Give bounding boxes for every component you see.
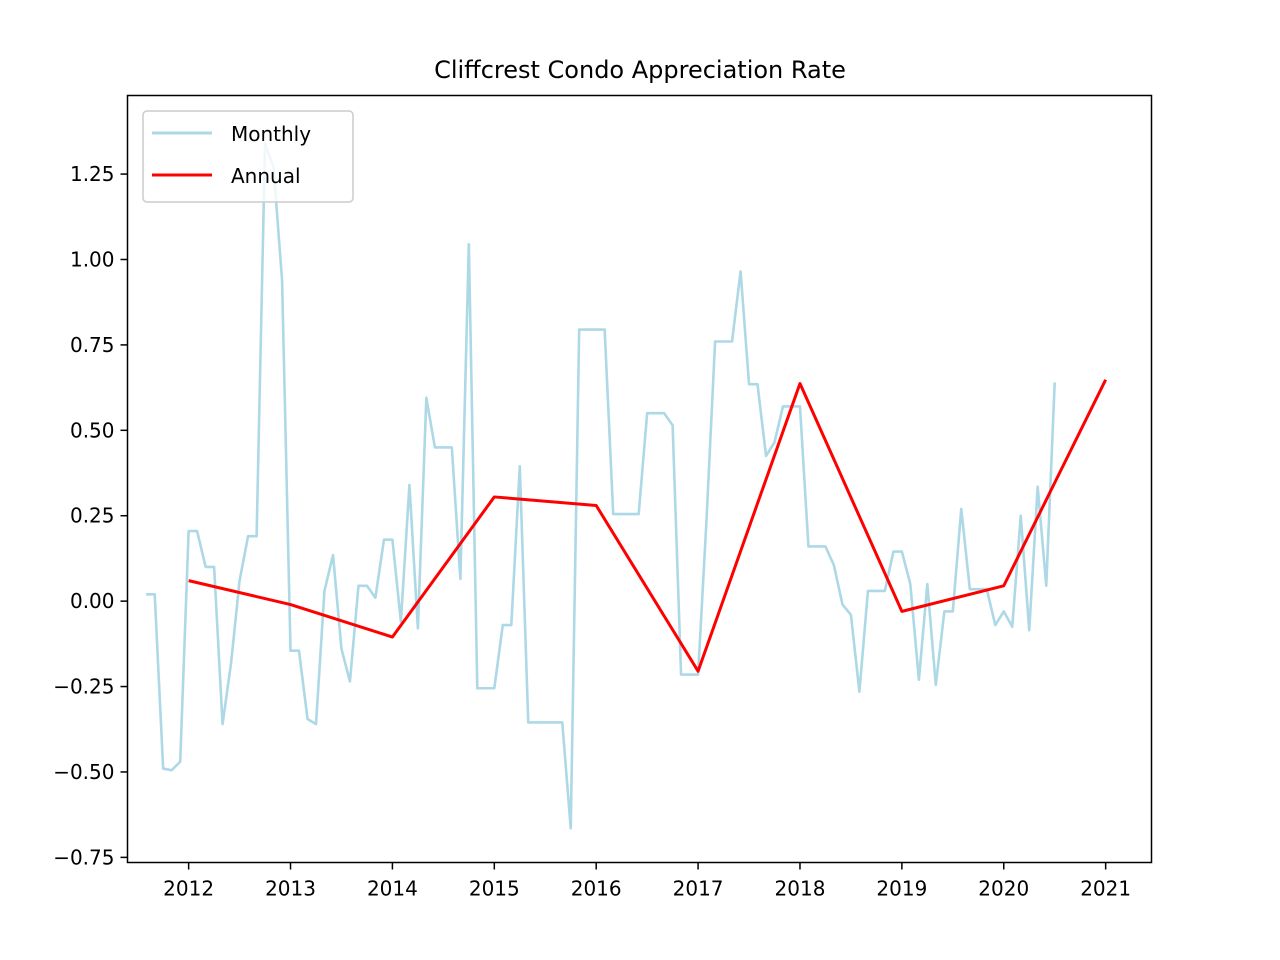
y-tick-label: 0.50 bbox=[70, 418, 115, 442]
x-tick-label: 2019 bbox=[876, 877, 927, 901]
y-tick-label: −0.25 bbox=[53, 675, 114, 699]
series-layer bbox=[146, 142, 1107, 830]
legend: Monthly Annual bbox=[142, 110, 354, 203]
series-line-annual bbox=[188, 379, 1107, 673]
plot-frame bbox=[126, 94, 1153, 864]
y-tick-label: 1.25 bbox=[70, 162, 115, 186]
chart-title: Cliffcrest Condo Appreciation Rate bbox=[434, 56, 846, 84]
series-line-monthly bbox=[146, 142, 1056, 830]
legend-label-monthly: Monthly bbox=[231, 122, 311, 146]
x-axis: 2012 2013 2014 2015 2016 2017 2018 2019 2020 2021 bbox=[163, 862, 1131, 901]
x-tick-label: 2015 bbox=[469, 877, 520, 901]
x-tick-label: 2013 bbox=[265, 877, 316, 901]
x-tick-label: 2012 bbox=[163, 877, 214, 901]
y-tick-label: 0.00 bbox=[70, 589, 115, 613]
y-tick-label: 0.75 bbox=[70, 333, 115, 357]
y-axis: −0.75 −0.50 −0.25 0.00 0.25 0.50 0.75 1.00 1.25 bbox=[53, 162, 128, 869]
y-tick-label: −0.50 bbox=[53, 760, 114, 784]
x-tick-label: 2021 bbox=[1080, 877, 1131, 901]
y-tick-label: 0.25 bbox=[70, 504, 115, 528]
y-tick-label: −0.75 bbox=[53, 845, 114, 869]
x-tick-label: 2016 bbox=[571, 877, 622, 901]
x-tick-label: 2018 bbox=[775, 877, 826, 901]
x-tick-label: 2017 bbox=[673, 877, 724, 901]
x-tick-label: 2020 bbox=[978, 877, 1029, 901]
x-tick-label: 2014 bbox=[367, 877, 418, 901]
y-tick-label: 1.00 bbox=[70, 247, 115, 271]
legend-label-annual: Annual bbox=[231, 164, 301, 188]
